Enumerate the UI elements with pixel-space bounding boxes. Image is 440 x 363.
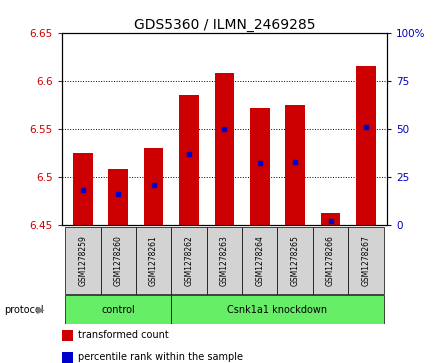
Bar — [100, 227, 136, 294]
Title: GDS5360 / ILMN_2469285: GDS5360 / ILMN_2469285 — [134, 18, 315, 32]
Bar — [65, 227, 100, 294]
Bar — [171, 227, 207, 294]
Bar — [313, 227, 348, 294]
Text: control: control — [101, 305, 135, 315]
Bar — [136, 227, 171, 294]
Bar — [179, 95, 199, 225]
Text: ▶: ▶ — [37, 305, 45, 315]
Text: GSM1278265: GSM1278265 — [291, 235, 300, 286]
Bar — [250, 108, 270, 225]
Bar — [62, 330, 73, 341]
Bar — [321, 213, 340, 225]
Bar — [356, 66, 376, 225]
Text: percentile rank within the sample: percentile rank within the sample — [78, 352, 243, 362]
Bar — [207, 227, 242, 294]
Text: GSM1278267: GSM1278267 — [362, 235, 370, 286]
Bar — [73, 153, 92, 225]
Bar — [144, 148, 163, 225]
Text: GSM1278264: GSM1278264 — [255, 235, 264, 286]
Bar — [348, 227, 384, 294]
Bar — [171, 295, 384, 324]
Text: GSM1278261: GSM1278261 — [149, 235, 158, 286]
Text: GSM1278262: GSM1278262 — [184, 235, 194, 286]
Bar — [286, 105, 305, 225]
Bar — [62, 351, 73, 363]
Text: protocol: protocol — [4, 305, 44, 315]
Bar — [65, 295, 171, 324]
Text: GSM1278259: GSM1278259 — [78, 235, 87, 286]
Bar — [215, 73, 234, 225]
Bar — [278, 227, 313, 294]
Bar — [242, 227, 278, 294]
Text: GSM1278260: GSM1278260 — [114, 235, 123, 286]
Text: GSM1278263: GSM1278263 — [220, 235, 229, 286]
Bar — [109, 169, 128, 225]
Text: Csnk1a1 knockdown: Csnk1a1 knockdown — [227, 305, 327, 315]
Text: transformed count: transformed count — [78, 330, 169, 340]
Text: GSM1278266: GSM1278266 — [326, 235, 335, 286]
